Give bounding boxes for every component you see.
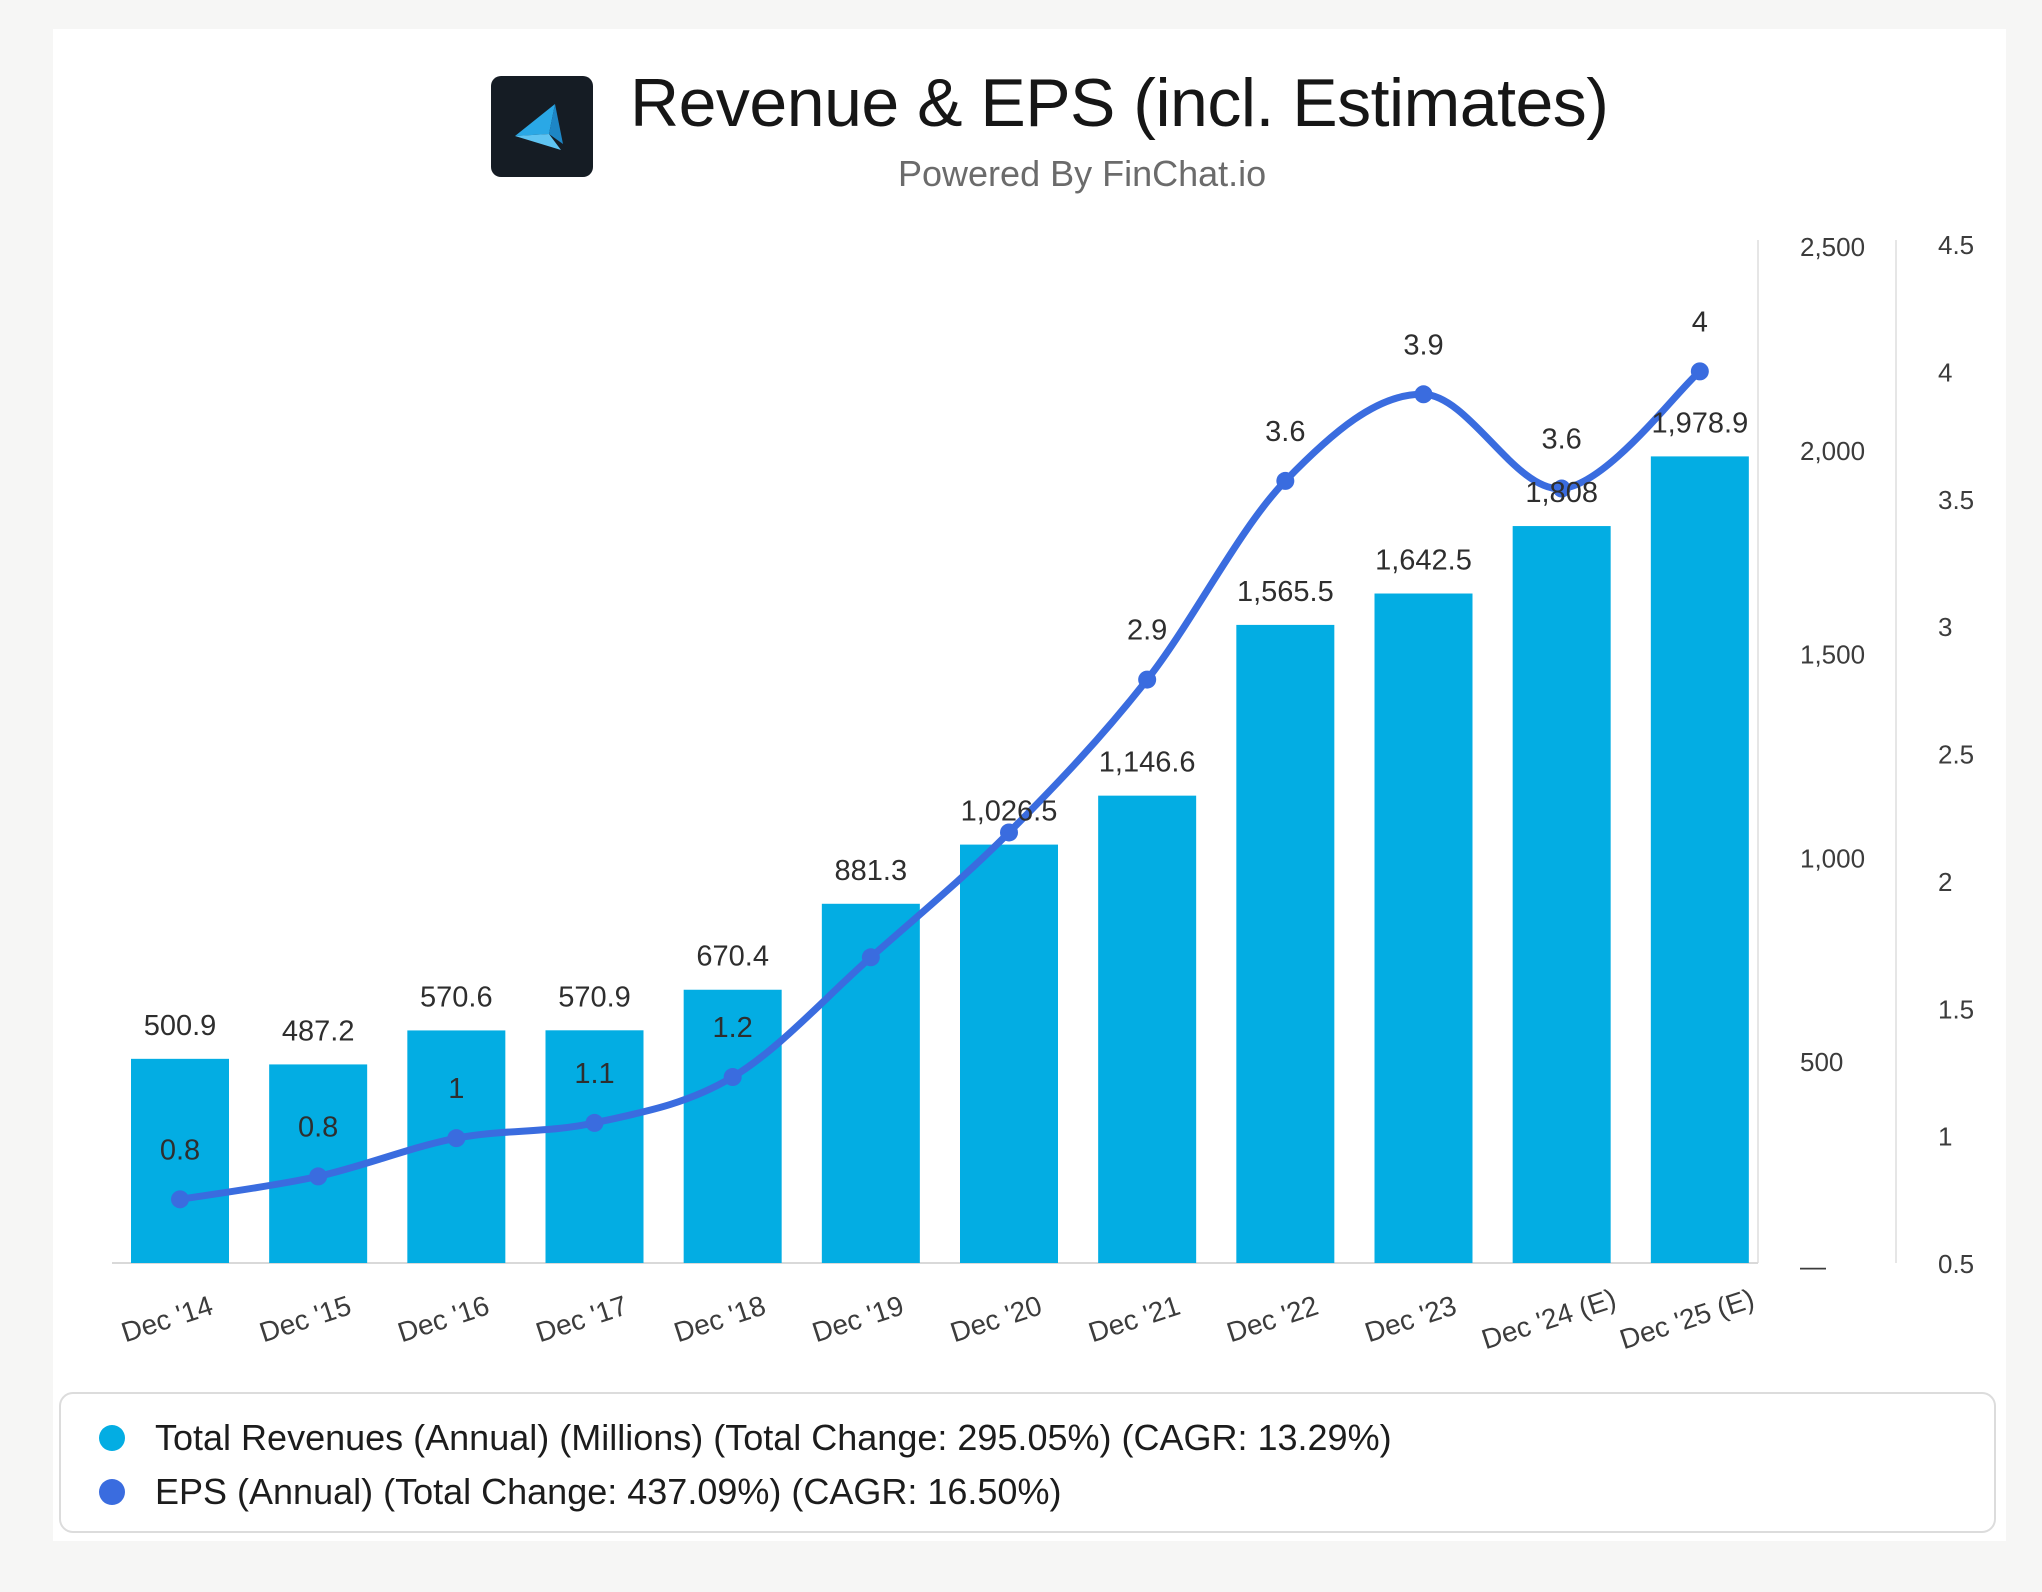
eps-point	[1276, 471, 1295, 490]
eps-point	[447, 1129, 466, 1148]
x-tick-label: Dec '24 (E)	[1478, 1283, 1620, 1355]
revenue-data-label: 1,026.5	[961, 796, 1058, 828]
eps-point	[309, 1167, 328, 1186]
revenue-bar	[1512, 526, 1611, 1263]
y-right-tick-label: 1	[1938, 1122, 1952, 1152]
revenue-bar	[269, 1064, 368, 1263]
x-tick-label: Dec '22	[1223, 1290, 1322, 1349]
revenue-data-label: 570.9	[558, 981, 631, 1013]
y-left-tick-label: 2,500	[1800, 232, 1865, 262]
eps-data-label: 1	[448, 1073, 464, 1105]
y-right-tick-label: 2	[1938, 867, 1952, 897]
x-tick-label: Dec '17	[532, 1290, 631, 1349]
revenue-data-label: 1,808	[1525, 477, 1598, 509]
eps-point	[171, 1190, 189, 1209]
revenue-data-label: 881.3	[835, 855, 908, 887]
y-right-tick-label: 3.5	[1938, 485, 1974, 515]
revenue-data-label: 1,642.5	[1375, 545, 1472, 577]
legend-label: EPS (Annual) (Total Change: 437.09%) (CA…	[155, 1471, 1062, 1512]
eps-data-label: 1.1	[574, 1058, 614, 1090]
legend: Total Revenues (Annual) (Millions) (Tota…	[59, 1392, 1996, 1533]
y-left-tick-label: 500	[1800, 1047, 1843, 1077]
revenue-bar	[683, 989, 782, 1263]
chart-title: Revenue & EPS (incl. Estimates)	[630, 65, 1609, 141]
eps-point	[1000, 823, 1018, 842]
revenue-bar	[1236, 624, 1335, 1263]
legend-marker	[99, 1425, 125, 1451]
revenue-bar	[545, 1030, 644, 1263]
revenue-data-label: 1,978.9	[1651, 407, 1748, 439]
legend-item-eps[interactable]: EPS (Annual) (Total Change: 437.09%) (CA…	[99, 1470, 1061, 1514]
y-left-tick-label: —	[1800, 1251, 1826, 1281]
y-right-tick-label: 4.5	[1938, 230, 1974, 260]
eps-point	[585, 1113, 604, 1132]
x-tick-label: Dec '23	[1361, 1290, 1460, 1349]
revenue-data-label: 500.9	[144, 1010, 217, 1042]
revenue-bar	[1650, 456, 1749, 1263]
revenue-data-label: 570.6	[420, 981, 493, 1013]
x-tick-label: Dec '14	[118, 1290, 217, 1349]
legend-item-revenue[interactable]: Total Revenues (Annual) (Millions) (Tota…	[99, 1416, 1392, 1460]
revenue-bar	[131, 1058, 229, 1263]
eps-data-label: 3.9	[1403, 329, 1443, 361]
eps-data-label: 2.9	[1127, 615, 1167, 647]
y-right-tick-label: 2.5	[1938, 740, 1974, 770]
revenue-data-label: 670.4	[696, 941, 769, 973]
revenue-data-label: 487.2	[282, 1015, 355, 1047]
eps-data-label: 4	[1692, 306, 1708, 338]
eps-point	[723, 1068, 742, 1087]
y-left-tick-label: 1,500	[1800, 640, 1865, 670]
legend-marker	[99, 1479, 125, 1505]
y-right-tick-label: 4	[1938, 357, 1952, 387]
eps-data-label: 0.8	[298, 1111, 338, 1143]
chart-subtitle: Powered By FinChat.io	[898, 153, 1267, 194]
x-tick-label: Dec '19	[808, 1290, 907, 1349]
y-left-tick-label: 2,000	[1800, 436, 1865, 466]
y-right-tick-label: 1.5	[1938, 994, 1974, 1024]
revenue-bar	[960, 844, 1058, 1263]
revenue-bar	[1098, 795, 1197, 1263]
x-tick-label: Dec '20	[947, 1290, 1046, 1349]
x-tick-label: Dec '25 (E)	[1616, 1283, 1758, 1355]
y-right-tick-label: 0.5	[1938, 1249, 1974, 1279]
eps-point	[1552, 479, 1571, 498]
x-tick-label: Dec '18	[670, 1290, 769, 1349]
revenue-data-label: 1,146.6	[1099, 747, 1196, 779]
eps-data-label: 3.6	[1265, 416, 1305, 448]
eps-point	[1138, 670, 1157, 689]
eps-data-label: 0.8	[160, 1134, 200, 1166]
x-tick-label: Dec '16	[394, 1290, 493, 1349]
x-tick-label: Dec '21	[1085, 1290, 1184, 1349]
y-left-tick-label: 1,000	[1800, 843, 1865, 873]
eps-data-label: 3.6	[1542, 424, 1582, 456]
eps-data-label: 1.2	[713, 1012, 753, 1044]
eps-point	[861, 948, 880, 967]
revenue-data-label: 1,565.5	[1237, 576, 1334, 608]
finchat-logo-icon	[491, 76, 593, 177]
y-right-tick-label: 3	[1938, 612, 1952, 642]
x-tick-label: Dec '15	[256, 1290, 355, 1349]
eps-point	[1414, 385, 1433, 404]
legend-label: Total Revenues (Annual) (Millions) (Tota…	[155, 1417, 1392, 1458]
revenue-bar	[1374, 593, 1473, 1263]
eps-point	[1690, 362, 1709, 381]
